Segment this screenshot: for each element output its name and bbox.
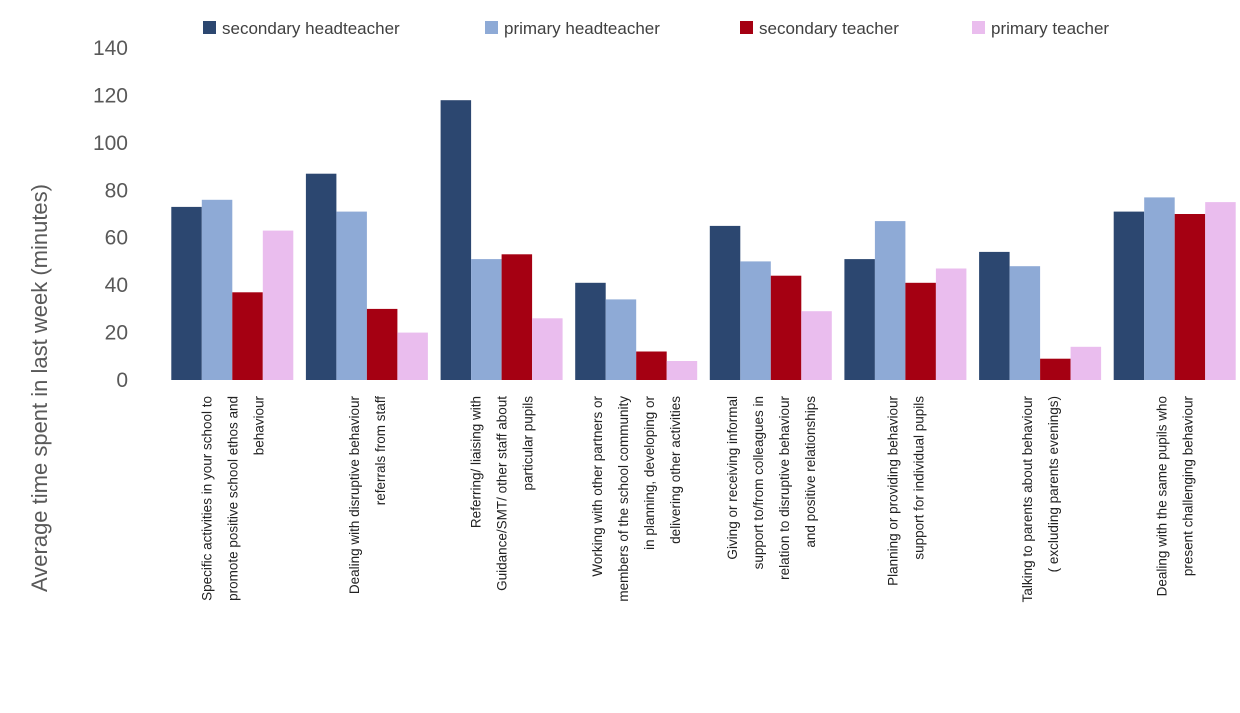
category-label: Specific activities in your school to pro… [199,395,266,600]
bar-secondary-teacher [1174,214,1206,380]
bar-secondary-headteacher [575,282,606,380]
legend: secondary headteacher primary headteacher… [203,19,1109,38]
y-tick: 140 [93,37,128,60]
bar-secondary-headteacher [171,206,202,380]
category-label: Talking to parents about behaviour ( excl… [1020,395,1061,602]
y-tick: 0 [116,369,128,392]
legend-label: primary teacher [991,19,1109,38]
category-label-line: and positive relationships [803,396,818,548]
bar-secondary-teacher [905,282,936,380]
bar-secondary-teacher [770,275,802,380]
bar-primary-teacher [801,311,832,380]
bar-secondary-headteacher [1113,211,1145,380]
bar-primary-teacher [666,361,698,380]
category-label: Referring/ liaising with Guidance/SMT/ ot… [469,396,536,591]
y-tick: 60 [105,227,128,250]
bar-primary-headteacher [874,221,906,380]
y-tick-label: 100 [93,132,128,155]
category-label-line: ( excluding parents evenings) [1046,396,1061,572]
y-tick-label: 0 [116,369,128,392]
bar-primary-headteacher [605,299,637,380]
category-label: Planning or providing behaviour support f… [885,396,926,586]
bar-secondary-teacher [232,292,263,380]
legend-item: secondary teacher [740,19,899,38]
y-tick-label: 120 [93,84,128,107]
category-label: Working with other partners or members of… [590,395,683,601]
category-label-line: relation to disruptive behaviour [777,395,792,579]
category-label-line: delivering other activities [668,396,683,544]
legend-swatch [972,21,985,34]
x-axis-labels: Specific activities in your school to pro… [199,395,1195,602]
bar-primary-teacher [1205,202,1236,380]
bar-secondary-headteacher [440,100,472,380]
bar-primary-teacher [935,268,967,380]
legend-label: primary headteacher [504,19,660,38]
bar-secondary-headteacher [709,225,741,380]
bars [171,100,1236,380]
category-label-line: present challenging behaviour [1181,396,1196,577]
category-label-line: members of the school community [616,396,631,602]
category-label-line: Giving or receiving informal [725,396,740,560]
y-axis: 0 20 40 60 80 100 120 140 [93,37,128,392]
legend-label: secondary headteacher [222,19,400,38]
legend-item: primary teacher [972,19,1109,38]
bar-secondary-headteacher [844,259,875,380]
category-label-line: Talking to parents about behaviour [1020,395,1035,602]
y-tick: 120 [93,84,128,107]
legend-swatch [485,21,498,34]
bar-primary-teacher [397,332,428,380]
y-tick-label: 60 [105,227,128,250]
category-label-line: particular pupils [521,396,536,491]
category-label-line: referrals from staff [373,396,388,506]
legend-item: primary headteacher [485,19,660,38]
y-tick-label: 20 [105,322,128,345]
category-label-line: support for individual pupils [911,396,926,560]
category-label-line: Dealing with the same pupils who [1155,396,1170,596]
bar-primary-headteacher [201,199,233,380]
bar-primary-headteacher [336,211,367,380]
category-label: Giving or receiving informal support to/f… [725,395,818,579]
y-tick: 20 [105,322,128,345]
category-label-line: Specific activities in your school to [199,396,214,601]
bar-primary-teacher [1070,346,1102,380]
category-label-line: in planning, developing or [642,396,657,550]
category-label-line: promote positive school ethos and [225,396,240,601]
bar-secondary-teacher [366,308,398,380]
y-tick: 80 [105,179,128,202]
y-tick-label: 80 [105,179,128,202]
bar-secondary-headteacher [305,173,337,380]
bar-primary-headteacher [1009,266,1041,380]
y-tick: 40 [105,274,128,297]
bar-primary-headteacher [740,261,771,380]
category-label-line: Referring/ liaising with [469,396,484,528]
legend-swatch [740,21,753,34]
category-label: Dealing with disruptive behaviour referra… [347,396,388,595]
bar-primary-headteacher [1144,197,1175,380]
bar-secondary-headteacher [979,251,1010,380]
category-label-line: Guidance/SMT/ other staff about [495,396,510,591]
category-label: Dealing with the same pupils who present … [1155,396,1196,597]
bar-secondary-teacher [501,254,533,380]
legend-item: secondary headteacher [203,19,400,38]
category-label-line: behaviour [251,395,266,455]
category-label-line: Dealing with disruptive behaviour [347,396,362,595]
legend-swatch [203,21,216,34]
bar-secondary-teacher [636,351,667,380]
y-tick: 100 [93,132,128,155]
bar-primary-teacher [532,318,563,380]
category-label-line: Working with other partners or [590,395,605,576]
category-label-line: support to/from colleagues in [751,396,766,569]
bar-secondary-teacher [1040,358,1071,380]
bar-primary-headteacher [471,259,502,380]
legend-label: secondary teacher [759,19,899,38]
y-axis-label: Average time spent in last week (minutes… [27,184,52,592]
category-label-line: Planning or providing behaviour [885,396,900,586]
y-tick-label: 140 [93,37,128,60]
bar-primary-teacher [262,230,294,380]
y-tick-label: 40 [105,274,128,297]
